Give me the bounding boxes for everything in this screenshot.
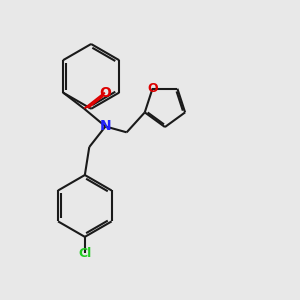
Text: O: O (147, 82, 158, 95)
Text: N: N (100, 119, 111, 134)
Text: Cl: Cl (78, 247, 92, 260)
Text: O: O (99, 85, 111, 100)
